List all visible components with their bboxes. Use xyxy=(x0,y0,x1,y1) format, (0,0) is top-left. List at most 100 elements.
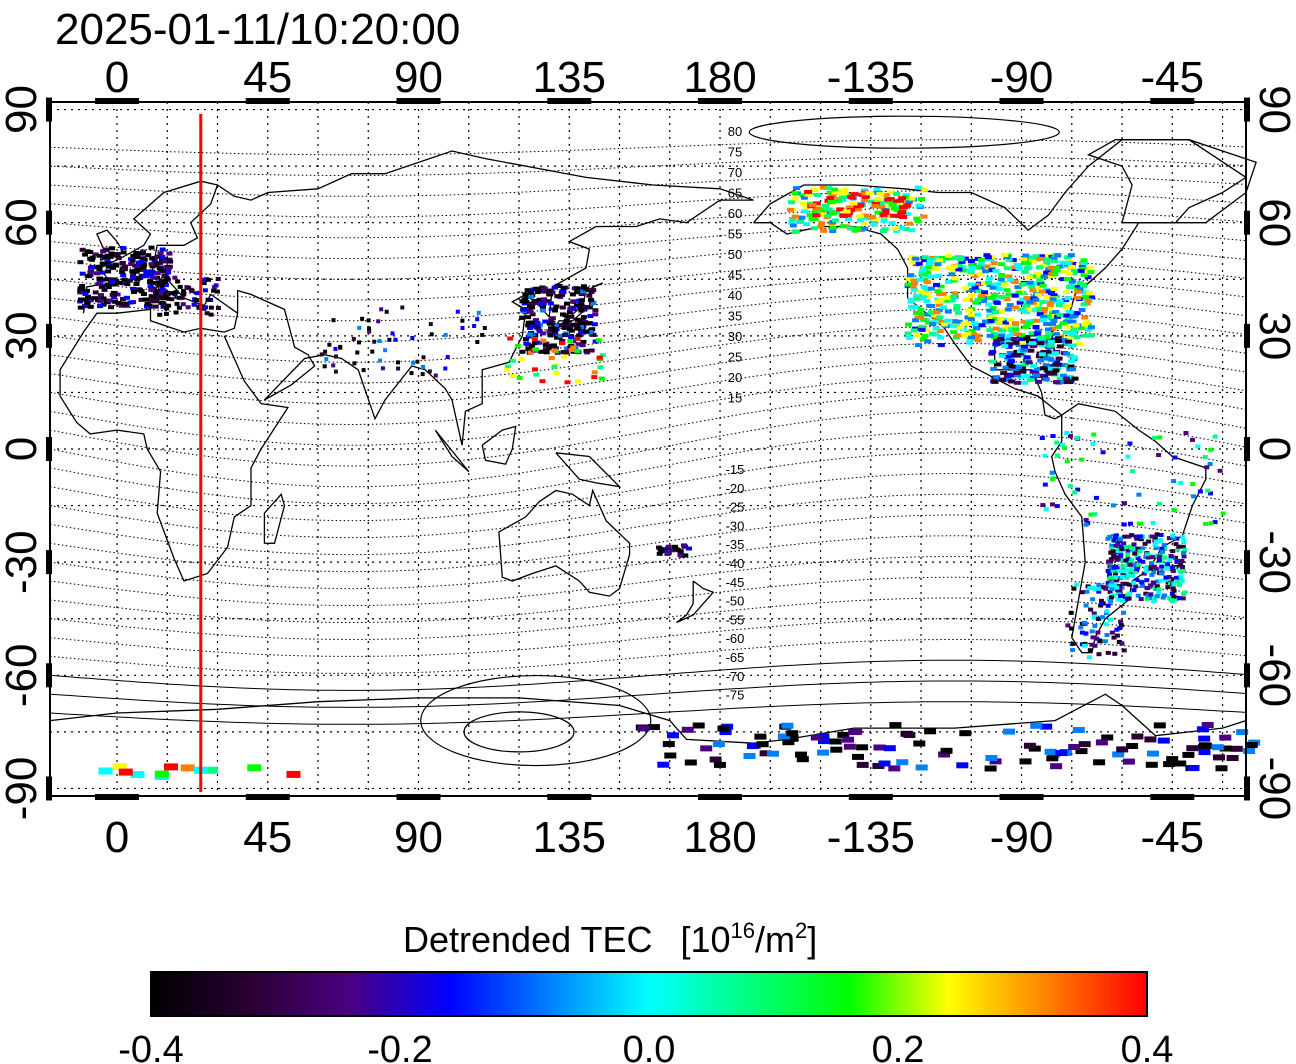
tec-point xyxy=(956,263,963,268)
tec-point xyxy=(1116,569,1122,573)
tec-point xyxy=(1081,325,1089,330)
tec-point xyxy=(1118,623,1124,628)
tec-point xyxy=(1171,582,1177,587)
tec-point xyxy=(148,287,155,292)
tec-point xyxy=(153,292,160,296)
tec-point xyxy=(1152,435,1158,440)
tec-point xyxy=(893,228,901,233)
tec-point xyxy=(91,296,98,301)
tec-point xyxy=(1104,633,1110,637)
tec-point xyxy=(523,341,530,346)
tec-point xyxy=(583,286,590,291)
tec-point xyxy=(1112,651,1118,656)
tec-point xyxy=(1005,257,1013,262)
tec-point xyxy=(580,315,587,320)
tec-point xyxy=(1212,520,1218,525)
tec-point xyxy=(924,728,937,735)
tec-point xyxy=(1187,765,1200,771)
tec-point xyxy=(1016,300,1024,305)
tec-point xyxy=(379,307,384,312)
tec-point xyxy=(1043,335,1051,340)
tec-point xyxy=(1050,763,1063,770)
tec-point xyxy=(1166,575,1172,579)
tec-point xyxy=(937,343,945,348)
tec-point xyxy=(781,722,794,729)
tec-point xyxy=(893,192,901,196)
tec-point xyxy=(1158,538,1164,543)
tec-point xyxy=(331,363,336,368)
tec-point xyxy=(574,290,581,295)
tec-point xyxy=(554,335,561,340)
tec-point xyxy=(988,359,996,364)
tec-point xyxy=(913,294,921,299)
tec-point xyxy=(1071,355,1079,360)
tec-point xyxy=(829,229,837,233)
tec-point xyxy=(128,262,135,267)
tec-point xyxy=(1023,742,1036,749)
contour-label: -55 xyxy=(726,612,745,627)
tec-point xyxy=(1181,538,1187,543)
tec-point xyxy=(324,357,329,362)
tec-point xyxy=(820,228,828,233)
tec-point xyxy=(588,297,594,302)
tec-point xyxy=(1040,503,1046,508)
tec-point xyxy=(583,348,590,353)
tec-point xyxy=(179,295,185,300)
tec-point xyxy=(533,318,539,323)
tec-point xyxy=(173,310,179,315)
tec-point xyxy=(1128,521,1133,526)
tec-point xyxy=(954,333,962,338)
colorbar-title-text: Detrended TEC xyxy=(403,919,652,960)
tec-point xyxy=(327,342,332,347)
tec-point xyxy=(1118,544,1124,549)
tec-point xyxy=(1177,596,1183,601)
tec-point xyxy=(1171,588,1177,593)
tec-point xyxy=(1032,325,1040,329)
tec-point xyxy=(922,328,930,333)
tec-point xyxy=(829,225,837,230)
tec-point xyxy=(1033,257,1041,262)
tec-point xyxy=(1156,453,1162,457)
tec-point xyxy=(1178,480,1184,485)
tec-point xyxy=(1156,501,1162,506)
tec-point xyxy=(1027,348,1035,353)
tec-point xyxy=(1182,548,1188,552)
tec-point xyxy=(529,305,536,310)
tec-point xyxy=(1083,522,1089,527)
tec-point xyxy=(827,200,836,204)
tec-point xyxy=(1154,594,1160,599)
tec-point xyxy=(1044,327,1052,332)
tec-point xyxy=(968,263,976,268)
tec-point xyxy=(1128,546,1134,551)
tec-point xyxy=(1127,582,1133,587)
tec-point xyxy=(566,326,573,331)
tec-point xyxy=(143,269,150,274)
tec-point xyxy=(717,725,730,732)
tec-point xyxy=(1107,534,1113,539)
tec-point xyxy=(1084,589,1090,594)
tec-point xyxy=(826,196,835,201)
tec-point xyxy=(163,283,169,288)
tec-point xyxy=(133,251,140,255)
tec-point xyxy=(586,305,593,310)
tec-point xyxy=(1126,596,1132,601)
tec-point xyxy=(569,292,576,297)
tec-point xyxy=(681,543,687,548)
tec-point xyxy=(944,318,952,323)
tec-point xyxy=(956,762,969,769)
frame-tick xyxy=(46,323,52,348)
tec-point xyxy=(1068,279,1076,284)
tec-point xyxy=(89,265,96,269)
tec-point xyxy=(112,763,127,771)
tec-point xyxy=(1083,603,1089,608)
tec-point xyxy=(536,329,543,334)
tec-point xyxy=(968,293,976,298)
tec-point xyxy=(1138,521,1144,526)
tec-point xyxy=(1078,308,1086,312)
tec-point xyxy=(814,193,821,198)
tec-point xyxy=(1014,263,1022,268)
tec-point xyxy=(116,280,123,285)
tec-point xyxy=(1035,265,1043,270)
tec-point xyxy=(872,217,880,221)
tec-point xyxy=(1159,564,1165,569)
